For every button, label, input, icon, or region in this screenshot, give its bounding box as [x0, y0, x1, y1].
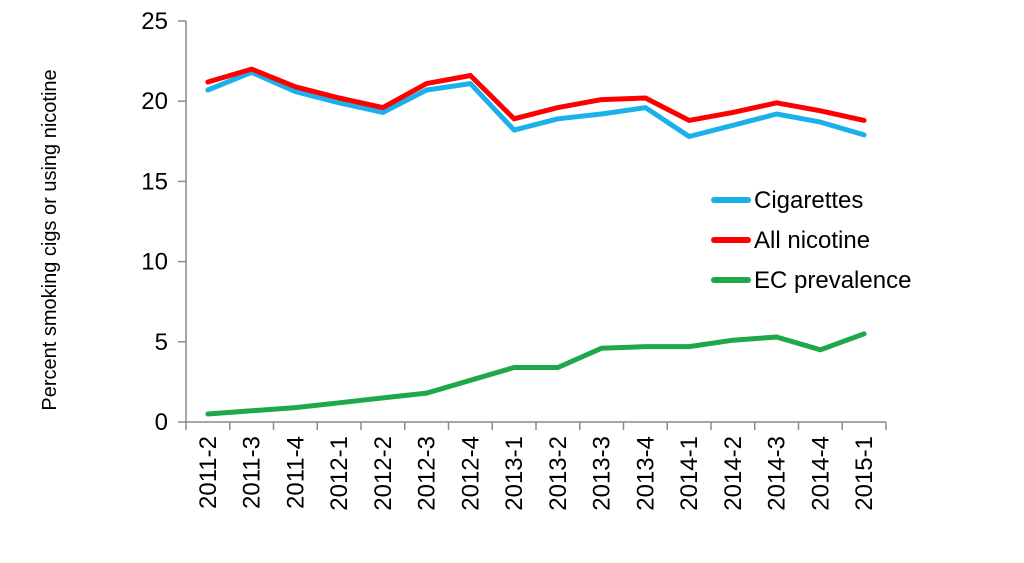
x-tick-label: 2012-3: [414, 436, 441, 511]
y-axis-label: Percent smoking cigs or using nicotine: [39, 69, 61, 410]
x-tick-label: 2012-4: [457, 436, 484, 511]
legend-label: EC prevalence: [754, 267, 911, 294]
series-line: [205, 331, 867, 417]
legend-label: Cigarettes: [754, 187, 863, 214]
x-tick-label: 2014-4: [807, 436, 834, 511]
x-tick-label: 2014-2: [720, 436, 747, 511]
legend-label: All nicotine: [754, 227, 870, 254]
x-tick-label: 2015-1: [851, 436, 878, 511]
y-tick-label: 0: [155, 409, 168, 436]
x-tick-label: 2012-2: [370, 436, 397, 511]
x-tick-label: 2011-2: [195, 436, 222, 509]
x-tick-label: 2012-1: [326, 436, 353, 511]
x-tick-label: 2013-3: [589, 436, 616, 511]
x-tick-label: 2013-1: [501, 436, 528, 511]
legend: Cigarettes All nicotine EC prevalence: [711, 187, 911, 294]
x-tick-label: 2013-2: [545, 436, 572, 511]
y-tick-label: 20: [141, 88, 168, 115]
y-tick-label: 10: [141, 249, 168, 276]
axes: 0 5 10 15 20 25 2011-2 2011-3 2011-4 2012-1 2012-2…: [141, 8, 887, 511]
series-line: [205, 66, 867, 123]
x-tick-label: 2011-3: [239, 436, 266, 509]
y-tick-label: 15: [141, 168, 168, 195]
x-tick-label: 2014-1: [676, 436, 703, 511]
series-lines: [205, 66, 867, 417]
y-tick-label: 25: [141, 8, 168, 35]
series-line: [205, 69, 867, 139]
y-tick-label: 5: [155, 329, 168, 356]
x-tick-label: 2013-4: [632, 436, 659, 511]
x-tick-label: 2011-4: [282, 436, 309, 509]
x-tick-label: 2014-3: [764, 436, 791, 511]
